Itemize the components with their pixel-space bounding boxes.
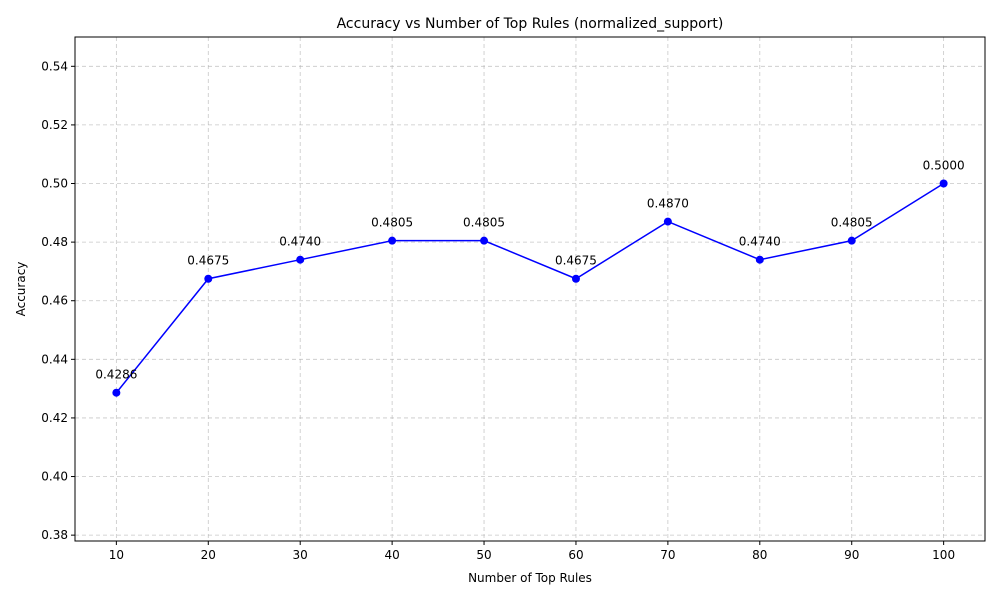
y-tick-label: 0.50 [41,177,68,191]
data-label: 0.4675 [187,254,229,268]
y-tick-label: 0.48 [41,235,68,249]
x-tick-label: 100 [932,548,955,562]
data-label: 0.5000 [923,159,965,173]
x-tick-label: 50 [476,548,491,562]
data-point [296,255,305,264]
x-tick-label: 60 [568,548,583,562]
data-label: 0.4870 [647,197,689,211]
data-point [388,236,397,245]
data-point [204,274,213,283]
plot-frame [74,36,986,542]
data-label: 0.4675 [555,254,597,268]
data-point [112,388,121,397]
chart-title: Accuracy vs Number of Top Rules (normali… [337,16,724,32]
x-tick-label: 30 [293,548,308,562]
data-label: 0.4740 [279,235,321,249]
data-point [663,217,672,226]
y-tick-label: 0.52 [41,118,68,132]
series-line [115,182,945,394]
series-markers [112,179,948,397]
data-label: 0.4286 [95,368,137,382]
data-label: 0.4805 [831,216,873,230]
x-tick-label: 10 [109,548,124,562]
y-tick-label: 0.54 [41,59,68,73]
y-tick-label: 0.46 [41,294,68,308]
data-label: 0.4805 [463,216,505,230]
x-tick-label: 90 [844,548,859,562]
data-labels: 0.4286 0.4675 0.4740 0.4805 0.4805 0.4675 0.48… [95,159,964,382]
y-tick-label: 0.38 [41,528,68,542]
data-label: 0.4740 [739,235,781,249]
y-tick-label: 0.40 [41,470,68,484]
data-label: 0.4805 [371,216,413,230]
data-point [755,255,764,264]
data-point [480,236,489,245]
data-point [571,274,580,283]
data-point [939,179,948,188]
y-axis: 0.38 0.40 0.42 0.44 0.46 0.48 0.50 0.52 0.54 [41,59,75,542]
y-axis-label: Accuracy [14,262,28,317]
data-point [847,236,856,245]
x-tick-label: 40 [384,548,399,562]
x-tick-label: 80 [752,548,767,562]
x-axis: 10 20 30 40 50 60 70 80 90 100 [109,541,955,562]
x-tick-label: 70 [660,548,675,562]
y-tick-label: 0.44 [41,352,68,366]
x-tick-label: 20 [201,548,216,562]
y-tick-label: 0.42 [41,411,68,425]
x-axis-label: Number of Top Rules [468,571,592,585]
grid [75,37,985,541]
